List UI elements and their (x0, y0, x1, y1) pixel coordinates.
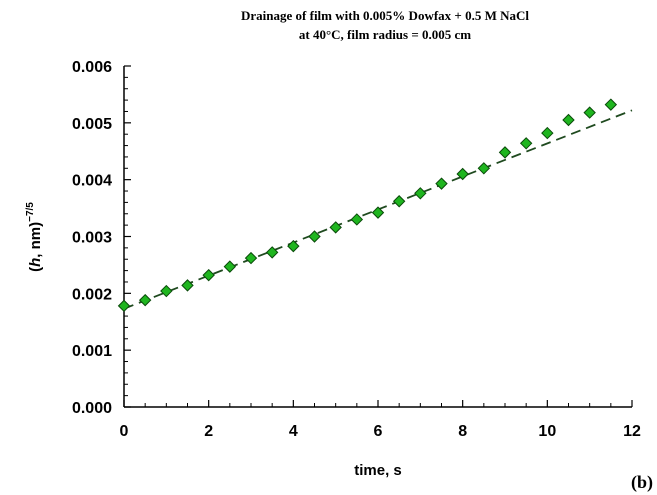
x-tick-label: 2 (204, 423, 213, 440)
y-tick-label: 0.005 (72, 116, 112, 133)
y-axis-label-variable: h (27, 258, 44, 267)
data-point (287, 239, 300, 253)
chart-title-line1: Drainage of film with 0.005% Dowfax + 0.… (241, 8, 529, 23)
data-point (562, 113, 575, 127)
data-point (117, 299, 131, 313)
data-point (541, 126, 554, 140)
y-axis-label-unit: , nm) (27, 222, 44, 258)
data-point (392, 195, 406, 208)
x-tick-label: 4 (289, 423, 298, 440)
y-tick-label: 0.004 (72, 173, 112, 190)
y-tick-label: 0.001 (72, 343, 112, 360)
panel-label: (b) (631, 472, 653, 493)
plot-area: 0 2 4 6 8 10 12 0.000 0.001 0.002 0.003 0.004 0.005 0… (72, 59, 641, 440)
data-point (265, 246, 279, 259)
y-tick-label: 0.003 (72, 230, 112, 247)
data-point (350, 213, 364, 226)
y-axis-label: (h, nm)−7/5 (25, 202, 44, 272)
x-tick-label: 10 (538, 423, 556, 440)
y-tick-label: 0.000 (72, 400, 112, 417)
data-point (244, 251, 258, 265)
data-point (414, 187, 427, 200)
data-point (202, 268, 215, 282)
data-point (519, 137, 533, 150)
data-point (477, 162, 491, 175)
data-point (308, 230, 321, 243)
x-tick-label: 6 (374, 423, 383, 440)
x-axis-label: time, s (354, 462, 402, 479)
data-point (138, 293, 152, 307)
y-tick-label: 0.002 (72, 286, 112, 303)
data-point (456, 167, 469, 181)
data-point (604, 98, 618, 111)
x-tick-label: 0 (120, 423, 129, 440)
data-point (583, 106, 596, 119)
data-point (181, 279, 194, 292)
chart-title-line2: at 40°C, film radius = 0.005 cm (299, 27, 471, 42)
data-point (329, 221, 342, 234)
y-tick-label: 0.006 (72, 59, 112, 76)
x-tick-label: 12 (623, 423, 641, 440)
data-point (498, 146, 512, 159)
data-point (223, 260, 237, 273)
x-tick-label: 8 (458, 423, 467, 440)
y-axis-label-exponent: −7/5 (25, 202, 36, 222)
data-point (371, 206, 385, 219)
data-point (160, 284, 173, 298)
data-point (435, 177, 448, 190)
y-axis-label-open: ( (27, 267, 44, 272)
